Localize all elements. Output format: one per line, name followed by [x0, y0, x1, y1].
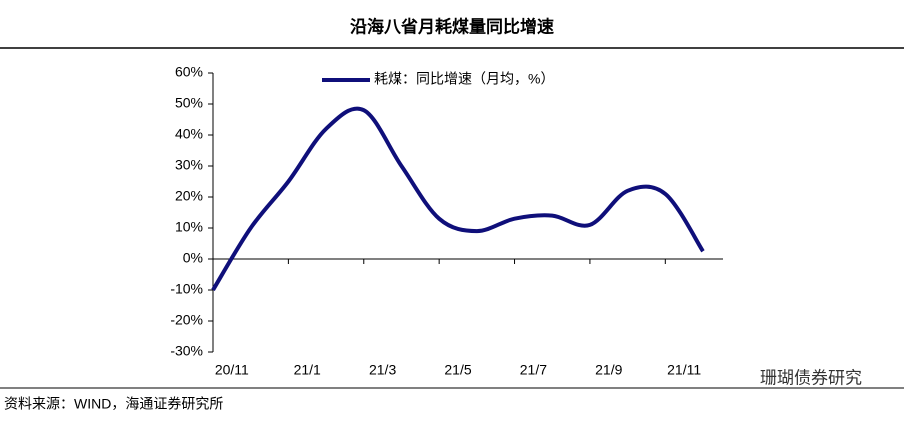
x-tick-label: 21/1 — [294, 362, 321, 378]
x-tick-label: 21/9 — [595, 362, 622, 378]
source-note: 资料来源：WIND，海通证券研究所 — [4, 396, 223, 412]
y-tick-label: -10% — [170, 281, 203, 297]
chart-title: 沿海八省月耗煤量同比增速 — [350, 16, 554, 36]
x-tick-label: 21/11 — [667, 362, 701, 378]
x-tick-label: 21/7 — [520, 362, 547, 378]
y-tick-label: -20% — [170, 312, 203, 328]
y-tick-label: 40% — [175, 126, 203, 142]
x-tick-label: 21/5 — [444, 362, 471, 378]
watermark: 珊瑚债券研究 — [760, 368, 862, 387]
y-tick-label: 10% — [175, 219, 203, 235]
y-tick-label: 30% — [175, 157, 203, 173]
x-tick-label: 21/3 — [369, 362, 396, 378]
x-tick-label: 20/11 — [215, 362, 249, 378]
y-tick-label: 50% — [175, 95, 203, 111]
y-tick-label: 60% — [175, 64, 203, 80]
legend-label: 耗煤：同比增速（月均，%） — [374, 71, 554, 87]
y-tick-label: 0% — [183, 250, 203, 266]
y-tick-label: -30% — [170, 343, 203, 359]
series-line — [211, 106, 705, 292]
y-tick-label: 20% — [175, 188, 203, 204]
